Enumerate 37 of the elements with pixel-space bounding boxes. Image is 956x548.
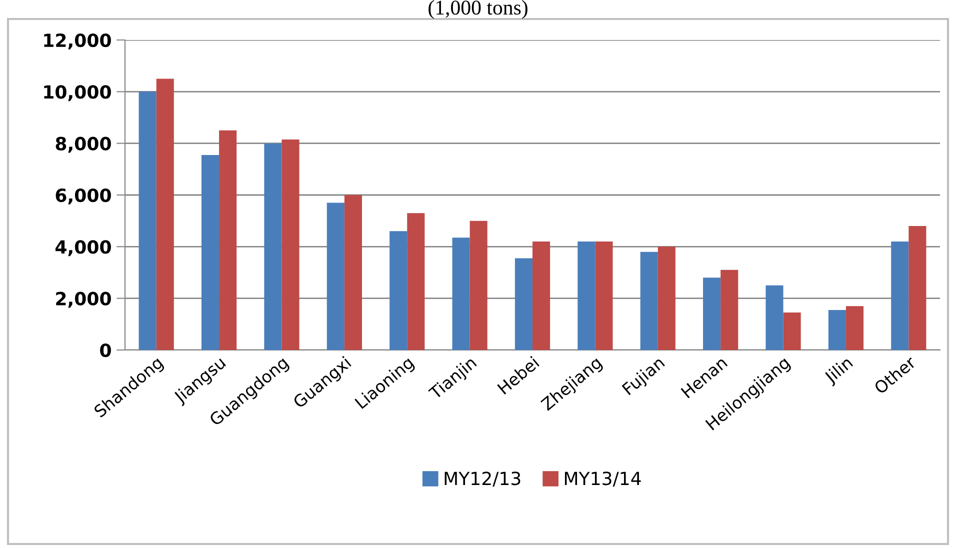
bar (766, 285, 784, 350)
chart-title: (1,000 tons) (428, 0, 528, 19)
y-tick-label: 10,000 (44, 85, 111, 102)
x-tick-label: Jilin (822, 356, 856, 387)
legend-label: MY13/14 (564, 472, 641, 487)
bar (138, 92, 156, 350)
y-tick-label: 0 (100, 343, 111, 358)
bar (282, 139, 300, 350)
bar (640, 252, 658, 350)
bar (264, 143, 282, 350)
bar (578, 242, 596, 350)
bar (783, 312, 801, 350)
bar (219, 130, 237, 350)
bar (891, 242, 909, 350)
bar (452, 238, 470, 350)
bar (532, 242, 550, 350)
bar (846, 306, 864, 350)
bar (720, 270, 738, 350)
bar (201, 154, 220, 350)
legend-label: MY12/13 (444, 472, 520, 487)
bar (514, 258, 532, 350)
bar (326, 202, 344, 350)
bar (828, 310, 846, 350)
bar (658, 246, 676, 350)
bar (703, 278, 721, 350)
y-tick-label: 2,000 (56, 292, 111, 308)
bar (407, 213, 425, 350)
y-tick-label: 6,000 (56, 188, 111, 204)
bar (470, 220, 488, 350)
y-tick-label: 4,000 (56, 240, 111, 256)
y-tick-label: 12,000 (44, 33, 111, 50)
bar (595, 242, 613, 350)
bar (390, 231, 408, 350)
bar (344, 195, 362, 350)
bar (156, 78, 174, 350)
bar (908, 226, 926, 350)
y-tick-label: 8,000 (56, 136, 111, 153)
